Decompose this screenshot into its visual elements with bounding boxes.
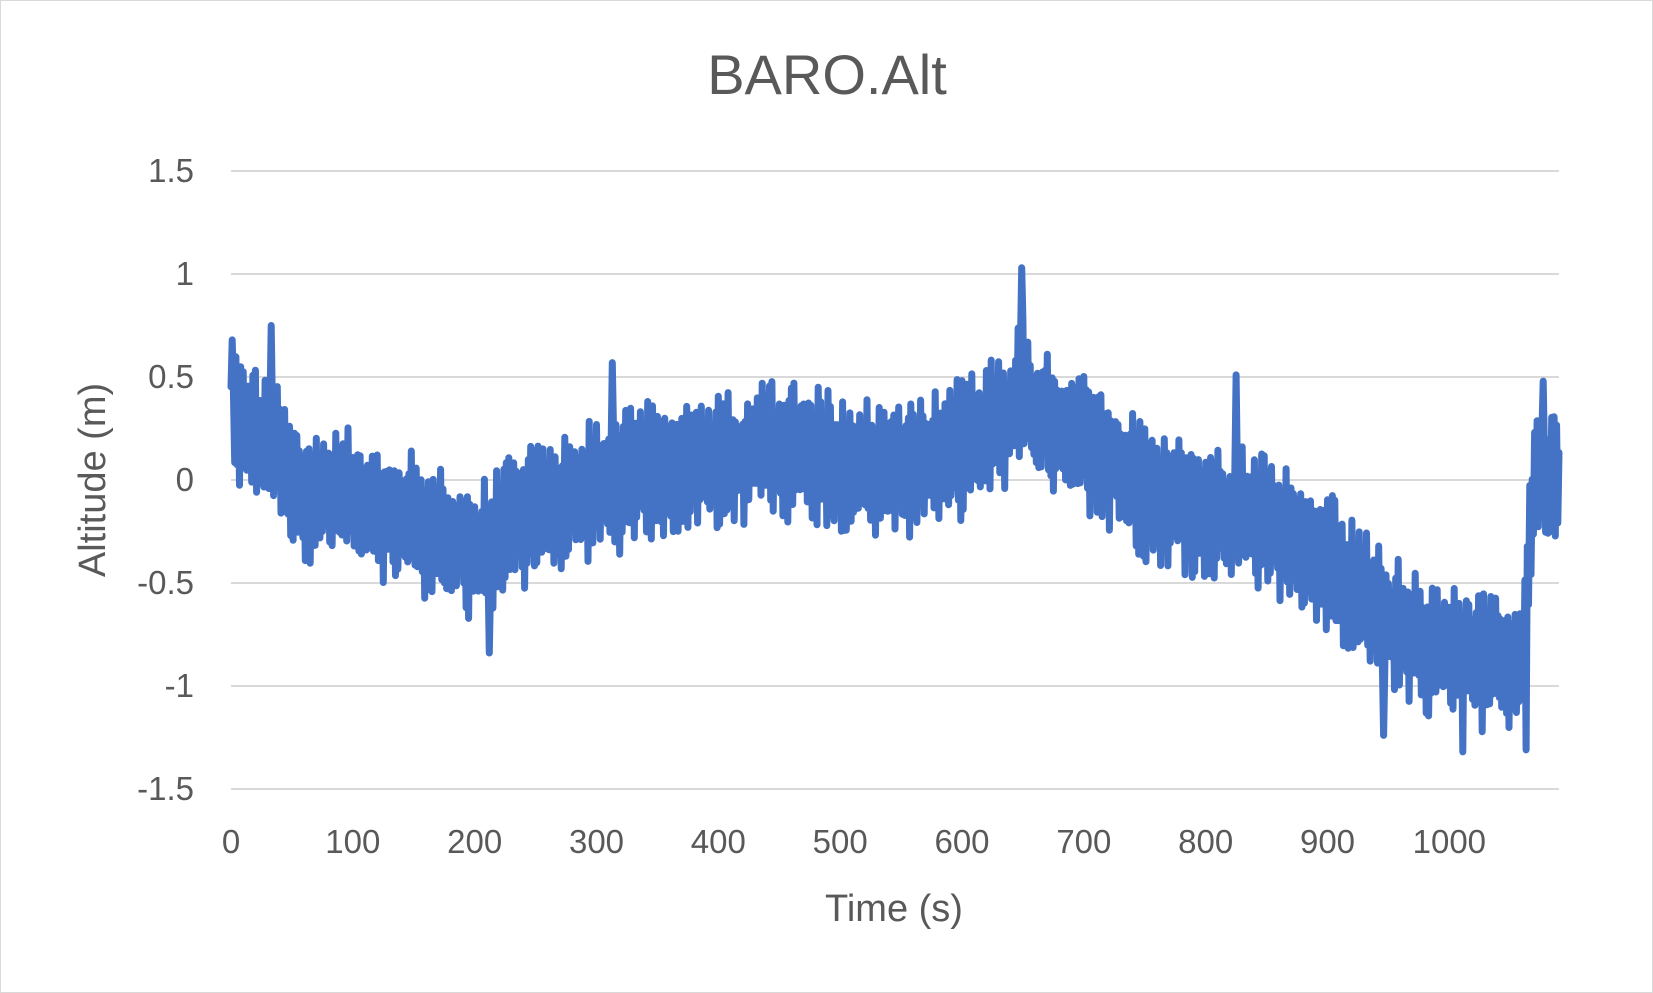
x-tick-label: 400 bbox=[691, 823, 746, 860]
x-tick-label: 300 bbox=[569, 823, 624, 860]
x-tick-label: 100 bbox=[325, 823, 380, 860]
y-tick-label: 0.5 bbox=[148, 358, 194, 395]
x-tick-label: 600 bbox=[934, 823, 989, 860]
x-axis-title: Time (s) bbox=[825, 888, 963, 930]
y-axis-ticks: 1.5 1 0.5 0 -0.5 -1 -1.5 bbox=[137, 152, 194, 807]
x-tick-label: 700 bbox=[1056, 823, 1111, 860]
y-tick-label: 0 bbox=[176, 461, 194, 498]
x-tick-label: 900 bbox=[1300, 823, 1355, 860]
y-tick-label: 1.5 bbox=[148, 152, 194, 189]
series-layer bbox=[227, 264, 1563, 756]
y-axis-title: Altitude (m) bbox=[72, 383, 114, 577]
x-axis-ticks: 0 100 200 300 400 500 600 700 800 900 1000 bbox=[222, 823, 1486, 860]
y-tick-label: -0.5 bbox=[137, 564, 194, 601]
chart-title: BARO.Alt bbox=[707, 43, 947, 106]
y-tick-label: 1 bbox=[176, 255, 194, 292]
x-tick-label: 1000 bbox=[1413, 823, 1486, 860]
x-tick-label: 200 bbox=[447, 823, 502, 860]
y-tick-label: -1 bbox=[165, 667, 194, 704]
x-tick-label: 0 bbox=[222, 823, 240, 860]
y-tick-label: -1.5 bbox=[137, 770, 194, 807]
x-tick-label: 800 bbox=[1178, 823, 1233, 860]
series-line-baro-alt bbox=[227, 264, 1563, 756]
x-tick-label: 500 bbox=[813, 823, 868, 860]
